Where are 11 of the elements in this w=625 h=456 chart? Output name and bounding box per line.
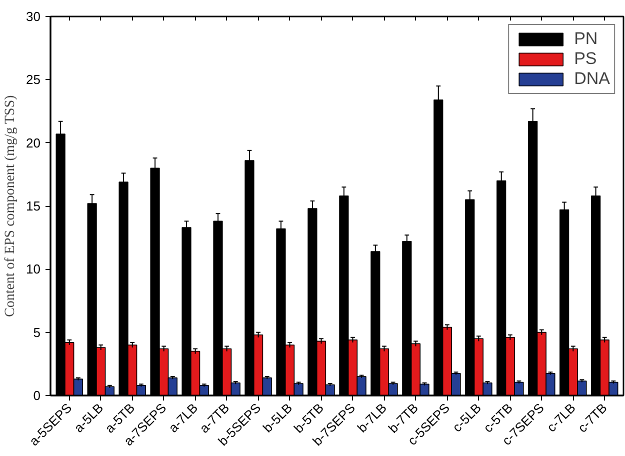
legend-label: DNA: [574, 69, 610, 89]
y-tick-label: 30: [26, 9, 41, 24]
y-tick-label: 15: [26, 198, 41, 214]
y-tick-label: 25: [26, 72, 41, 88]
y-tick-label: 0: [33, 388, 41, 403]
y-tick-label: 10: [26, 262, 41, 277]
y-tick-label: 5: [33, 324, 41, 340]
legend-label: PN: [574, 29, 598, 49]
legend-label: PS: [574, 49, 597, 69]
y-tick-label: 20: [26, 135, 41, 150]
y-axis-title: Content of EPS component (mg/g TSS): [3, 94, 18, 318]
